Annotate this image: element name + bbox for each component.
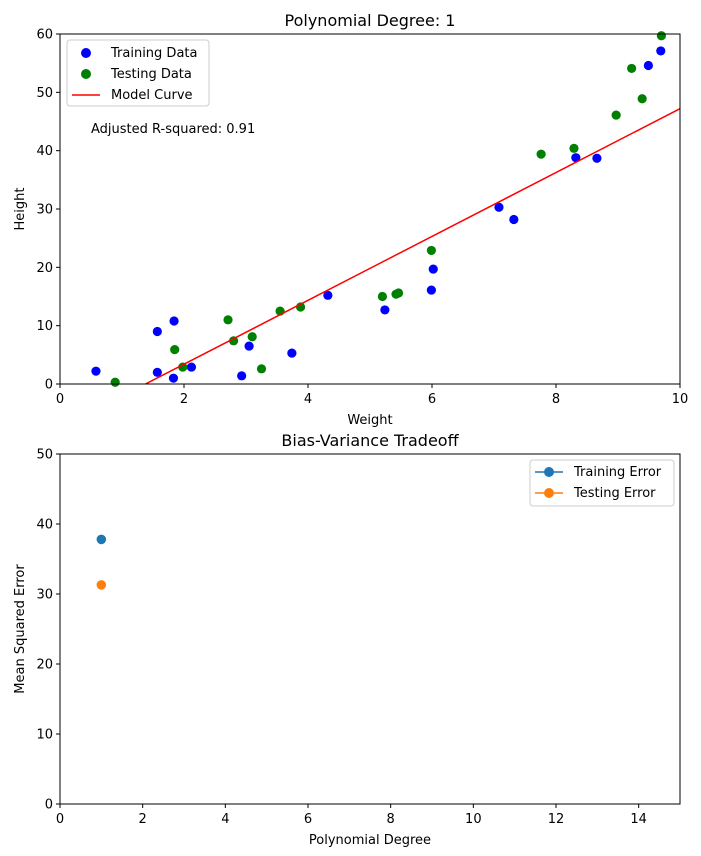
chart2-y-tick-label-50: 50: [36, 448, 53, 463]
chart2-legend: Training Error Testing Error: [529, 459, 675, 507]
training-data-point-15: [571, 153, 581, 163]
chart2-title: Bias-Variance Tradeoff: [281, 431, 459, 450]
legend-testing-data-marker: [81, 69, 91, 79]
chart2-x-axis-label: Polynomial Degree: [309, 833, 431, 848]
chart2-marks: [96, 534, 107, 590]
training-data-point-14: [509, 214, 519, 225]
chart1-y-tick-label-60: 60: [36, 28, 53, 43]
chart2-y-tick-label-40: 40: [36, 518, 53, 533]
testing-data-point-5: [247, 332, 257, 342]
testing-data-point-12: [426, 245, 436, 256]
testing-data-point-11: [393, 288, 404, 298]
testing-data-point-16: [627, 63, 637, 74]
chart1-y-tick-label-0: 0: [45, 378, 53, 393]
chart1-x-tick-label-8: 8: [552, 392, 560, 407]
model-curve-line: [145, 107, 681, 385]
chart1-y-tick-label-30: 30: [36, 203, 53, 218]
chart2-y-tick-label-10: 10: [36, 728, 53, 743]
chart1-legend: Training Data Testing Data Model Curve: [66, 39, 210, 107]
training-data-point-1: [152, 367, 162, 377]
chart2-x-tick-label-4: 4: [221, 812, 229, 827]
chart2-y-tick-label-0: 0: [45, 798, 53, 813]
chart2-x-tick-label-12: 12: [548, 812, 565, 827]
chart1-x-tick-label-2: 2: [180, 392, 188, 407]
legend-testing-error-label: Testing Error: [573, 486, 656, 501]
chart2-x-tick-label-10: 10: [465, 812, 482, 827]
testing-data-point-17: [637, 94, 647, 104]
chart2-axes-frame: [59, 453, 681, 805]
chart1-axes-frame: [59, 33, 681, 385]
legend-model-curve-label: Model Curve: [111, 88, 193, 103]
training-error-point-0: [96, 534, 107, 545]
chart2-y-axis-label: Mean Squared Error: [13, 564, 28, 694]
chart1-x-tick-label-6: 6: [428, 392, 436, 407]
training-data-point-8: [287, 348, 297, 358]
training-data-point-2: [152, 326, 162, 337]
testing-data-point-1: [170, 344, 180, 355]
legend-training-error-label: Training Error: [573, 465, 662, 480]
error-chart-panel: Bias-Variance Tradeoff 0 2 4 6 8 10 12 14 0 10 20 3…: [13, 431, 681, 848]
training-data-point-10: [380, 305, 390, 315]
testing-error-point-0: [96, 580, 107, 590]
training-data-point-16: [592, 153, 602, 163]
chart2-x-tick-label-0: 0: [56, 812, 64, 827]
training-data-point-17: [643, 60, 653, 71]
testing-data-point-0: [110, 377, 120, 387]
chart1-x-tick-label-0: 0: [56, 392, 64, 407]
chart1-x-axis-label: Weight: [347, 413, 392, 428]
testing-data-point-9: [377, 291, 387, 302]
chart1-y-tick-label-10: 10: [36, 319, 53, 334]
training-data-point-3: [168, 373, 179, 383]
training-data-point-0: [91, 366, 101, 376]
chart1-y-axis-label: Height: [13, 188, 28, 231]
chart1-x-tick-label-10: 10: [672, 392, 689, 407]
training-data-point-11: [426, 285, 436, 295]
scatter-chart-panel: Polynomial Degree: 1 0 2 4 6 8 10 0 10 20 30 40 50 6…: [13, 11, 688, 428]
training-data-point-9: [323, 290, 333, 300]
training-data-point-13: [494, 202, 504, 212]
testing-data-point-4: [229, 336, 239, 346]
training-data-point-7: [244, 341, 254, 351]
legend-training-data-marker: [81, 48, 91, 58]
training-data-point-4: [169, 316, 179, 326]
legend-training-data-label: Training Data: [110, 46, 197, 61]
chart1-y-tick-label-50: 50: [36, 86, 53, 101]
chart2-x-tick-label-14: 14: [630, 812, 647, 827]
chart1-marks: [91, 31, 681, 387]
chart1-title: Polynomial Degree: 1: [285, 11, 456, 30]
chart2-y-tick-label-20: 20: [36, 658, 53, 673]
chart1-x-tick-label-4: 4: [304, 392, 312, 407]
testing-data-point-3: [223, 315, 233, 325]
chart1-y-tick-label-40: 40: [36, 144, 53, 159]
legend-training-error-marker: [544, 467, 554, 477]
testing-data-point-15: [611, 110, 621, 120]
chart2-x-tick-label-2: 2: [139, 812, 147, 827]
legend-testing-data-label: Testing Data: [110, 67, 192, 82]
training-data-point-18: [656, 46, 666, 56]
legend-testing-error-marker: [544, 488, 554, 498]
testing-data-point-14: [569, 143, 579, 153]
chart2-legend-box: [529, 459, 675, 507]
training-data-point-12: [428, 264, 438, 274]
testing-data-point-2: [178, 362, 188, 372]
testing-data-point-13: [536, 149, 546, 159]
chart2-ticks: 0 2 4 6 8 10 12 14 0 10 20 30 40 50: [36, 448, 646, 828]
chart1-ticks: 0 2 4 6 8 10 0 10 20 30 40 50 60: [36, 28, 688, 408]
chart2-x-tick-label-6: 6: [304, 812, 312, 827]
chart2-y-tick-label-30: 30: [36, 588, 53, 603]
adjusted-r-squared-annotation: Adjusted R-squared: 0.91: [91, 122, 255, 137]
chart1-legend-box: [66, 39, 210, 107]
chart2-x-tick-label-8: 8: [387, 812, 395, 827]
testing-data-point-6: [256, 364, 267, 374]
chart1-y-tick-label-20: 20: [36, 261, 53, 276]
testing-data-point-18: [656, 31, 667, 41]
training-data-point-5: [186, 362, 197, 372]
training-data-point-6: [237, 371, 247, 381]
